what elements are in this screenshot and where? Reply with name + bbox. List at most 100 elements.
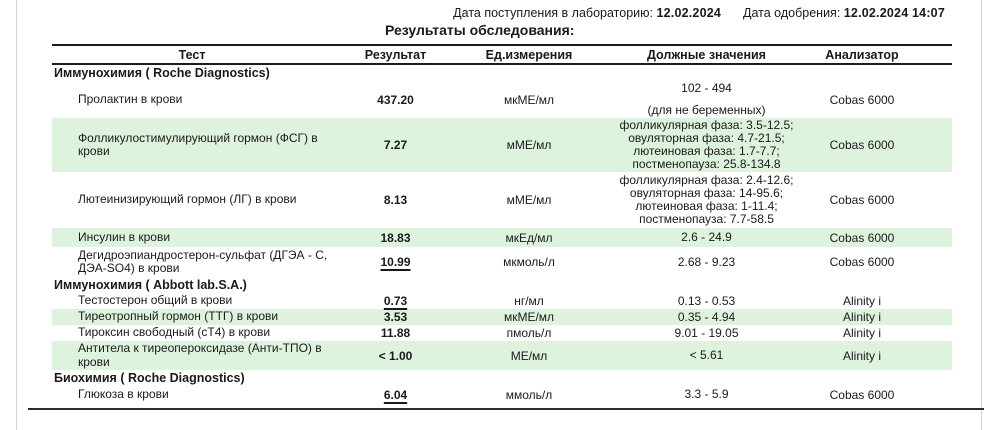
reference-line: 102 - 494 — [681, 81, 732, 96]
result-cell: 437.20 — [332, 81, 459, 118]
date-received-value: 12.02.2024 — [656, 6, 722, 20]
result-value: 10.99 — [380, 255, 411, 269]
units-cell: ммоль/л — [505, 387, 553, 402]
section-header-row: Биохимия ( Roche Diagnostics) — [52, 370, 952, 386]
date-approved-value: 12.02.2024 14:07 — [843, 6, 945, 20]
result-value: 8.13 — [383, 193, 408, 207]
col-header-analyzer: Анализатор — [825, 47, 899, 62]
units-cell: мкМЕ/мл — [503, 92, 555, 107]
results-table: Тест Результат Ед.измерения Должные знач… — [52, 44, 952, 403]
col-header-reference: Должные значения — [647, 47, 766, 62]
reference-line: 2.68 - 9.23 — [677, 254, 736, 269]
test-name-cell: Пролактин в крови — [78, 91, 183, 106]
result-cell: < 1.00 — [332, 341, 459, 370]
reference-line: постменопауза: 7.7-58.5 — [639, 211, 774, 226]
reference-line: фолликулярная фаза: 3.5-12.5; — [619, 118, 794, 133]
table-row: Антитела к тиреопероксидазе (Анти-ТПО) в… — [52, 341, 952, 370]
table-row: Тироксин свободный (сТ4) в крови 11.88 п… — [52, 325, 952, 341]
table-row: Тиреотропный гормон (ТТГ) в крови 3.53 м… — [52, 309, 952, 325]
reference-line: овуляторная фаза: 14-95.6; — [629, 186, 784, 201]
table-row: Пролактин в крови 437.20 мкМЕ/мл 102 - 4… — [52, 81, 952, 118]
page-margin-right — [981, 0, 1000, 430]
report-dates: Дата поступления в лабораторию: 12.02.20… — [453, 6, 945, 20]
result-value: 3.53 — [383, 310, 408, 324]
reference-line: лютеиновая фаза: 1-11.4; — [635, 199, 778, 213]
result-cell: 18.83 — [332, 228, 459, 247]
test-name-cell: Фолликулостимулирующий гормон (ФСГ) в кр… — [78, 130, 318, 158]
analyzer-cell: Cobas 6000 — [829, 255, 895, 269]
units-cell: мкмоль/л — [503, 255, 555, 269]
analyzer-cell: Alinity i — [842, 326, 881, 340]
test-name-cell: Лютеинизирующий гормон (ЛГ) в крови — [78, 192, 297, 207]
reference-cell: 2.68 - 9.23 — [599, 247, 814, 277]
result-value: 6.04 — [383, 387, 408, 402]
reference-cell: 0.35 - 4.94 — [599, 309, 814, 325]
analyzer-cell: Cobas 6000 — [829, 230, 895, 245]
analyzer-cell: Alinity i — [842, 310, 881, 324]
section-header-row: Иммунохимия ( Roche Diagnostics) — [52, 64, 952, 81]
table-row: Тестостерон общий в крови 0.73 нг/мл 0.1… — [52, 293, 952, 309]
table-row: Дегидроэпиандростерон-сульфат (ДГЭА - С,… — [52, 247, 952, 277]
test-name-cell: Инсулин в крови — [78, 229, 171, 244]
date-received: Дата поступления в лабораторию: 12.02.20… — [453, 6, 721, 20]
reference-line: лютеиновая фаза: 1.7-7.7; — [633, 144, 780, 158]
result-value: 7.27 — [383, 138, 408, 152]
section-title: Иммунохимия ( Abbott lab.S.A.) — [54, 278, 247, 292]
table-row: Фолликулостимулирующий гормон (ФСГ) в кр… — [52, 118, 952, 172]
units-cell: мкМЕ/мл — [503, 310, 555, 324]
reference-line: 0.35 - 4.94 — [677, 309, 736, 324]
analyzer-cell: Cobas 6000 — [829, 193, 895, 207]
reference-cell: < 5.61 — [599, 341, 814, 370]
reference-line: овуляторная фаза: 4.7-21.5; — [628, 131, 785, 146]
result-cell: 7.27 — [332, 118, 459, 172]
reference-cell: 3.3 - 5.9 — [599, 386, 814, 403]
document-bottom-rule — [28, 408, 984, 410]
test-name-cell: Глюкоза в крови — [78, 386, 169, 401]
result-value: 437.20 — [377, 92, 414, 107]
page-title: Результаты обследования: — [385, 22, 575, 38]
reference-cell: 102 - 494 (для не беременных) — [599, 81, 814, 118]
table-row: Глюкоза в крови 6.04 ммоль/л 3.3 - 5.9 C… — [52, 386, 952, 403]
result-cell: 3.53 — [332, 309, 459, 325]
test-name-cell: Тиреотропный гормон (ТТГ) в крови — [78, 309, 279, 324]
reference-cell: 2.6 - 24.9 — [599, 228, 814, 247]
table-row: Лютеинизирующий гормон (ЛГ) в крови 8.13… — [52, 172, 952, 228]
date-received-label: Дата поступления в лабораторию: — [453, 6, 653, 20]
units-cell: мМЕ/мл — [506, 138, 552, 152]
test-name-cell: Дегидроэпиандростерон-сульфат (ДГЭА - С,… — [78, 247, 328, 275]
table-header: Тест Результат Ед.измерения Должные знач… — [52, 45, 952, 64]
col-header-test: Тест — [178, 47, 206, 62]
reference-line: < 5.61 — [689, 348, 724, 363]
reference-cell: фолликулярная фаза: 3.5-12.5; овуляторна… — [599, 118, 814, 172]
units-cell: мкЕд/мл — [505, 230, 553, 245]
date-approved-label: Дата одобрения: — [743, 6, 841, 20]
units-cell: МЕ/мл — [510, 348, 548, 363]
reference-cell: 0.13 - 0.53 — [599, 293, 814, 309]
result-cell: 11.88 — [332, 325, 459, 341]
page-margin-left — [0, 0, 17, 430]
reference-line: 3.3 - 5.9 — [684, 387, 729, 402]
result-value: 11.88 — [380, 326, 411, 340]
section-title: Биохимия ( Roche Diagnostics) — [54, 371, 245, 385]
result-cell: 0.73 — [332, 293, 459, 309]
test-name-cell: Тироксин свободный (сТ4) в крови — [78, 325, 271, 340]
table-row: Инсулин в крови 18.83 мкЕд/мл 2.6 - 24.9… — [52, 228, 952, 247]
reference-cell: фолликулярная фаза: 2.4-12.6; овуляторна… — [599, 172, 814, 228]
col-header-result: Результат — [364, 47, 427, 62]
reference-line: фолликулярная фаза: 2.4-12.6; — [619, 173, 794, 188]
result-value: < 1.00 — [378, 348, 413, 363]
analyzer-cell: Cobas 6000 — [829, 387, 895, 402]
result-cell: 10.99 — [332, 247, 459, 277]
reference-line: (для не беременных) — [647, 103, 766, 117]
units-cell: пмоль/л — [506, 326, 552, 340]
col-header-units: Ед.измерения — [485, 47, 573, 62]
result-value: 0.73 — [383, 294, 408, 308]
analyzer-cell: Alinity i — [842, 348, 881, 363]
analyzer-cell: Cobas 6000 — [829, 92, 895, 107]
test-name-cell: Тестостерон общий в крови — [78, 293, 233, 308]
result-cell: 8.13 — [332, 172, 459, 228]
test-name-cell: Антитела к тиреопероксидазе (Анти-ТПО) в… — [78, 341, 322, 369]
units-cell: мМЕ/мл — [506, 193, 552, 207]
section-header-row: Иммунохимия ( Abbott lab.S.A.) — [52, 277, 952, 293]
analyzer-cell: Cobas 6000 — [829, 138, 895, 152]
